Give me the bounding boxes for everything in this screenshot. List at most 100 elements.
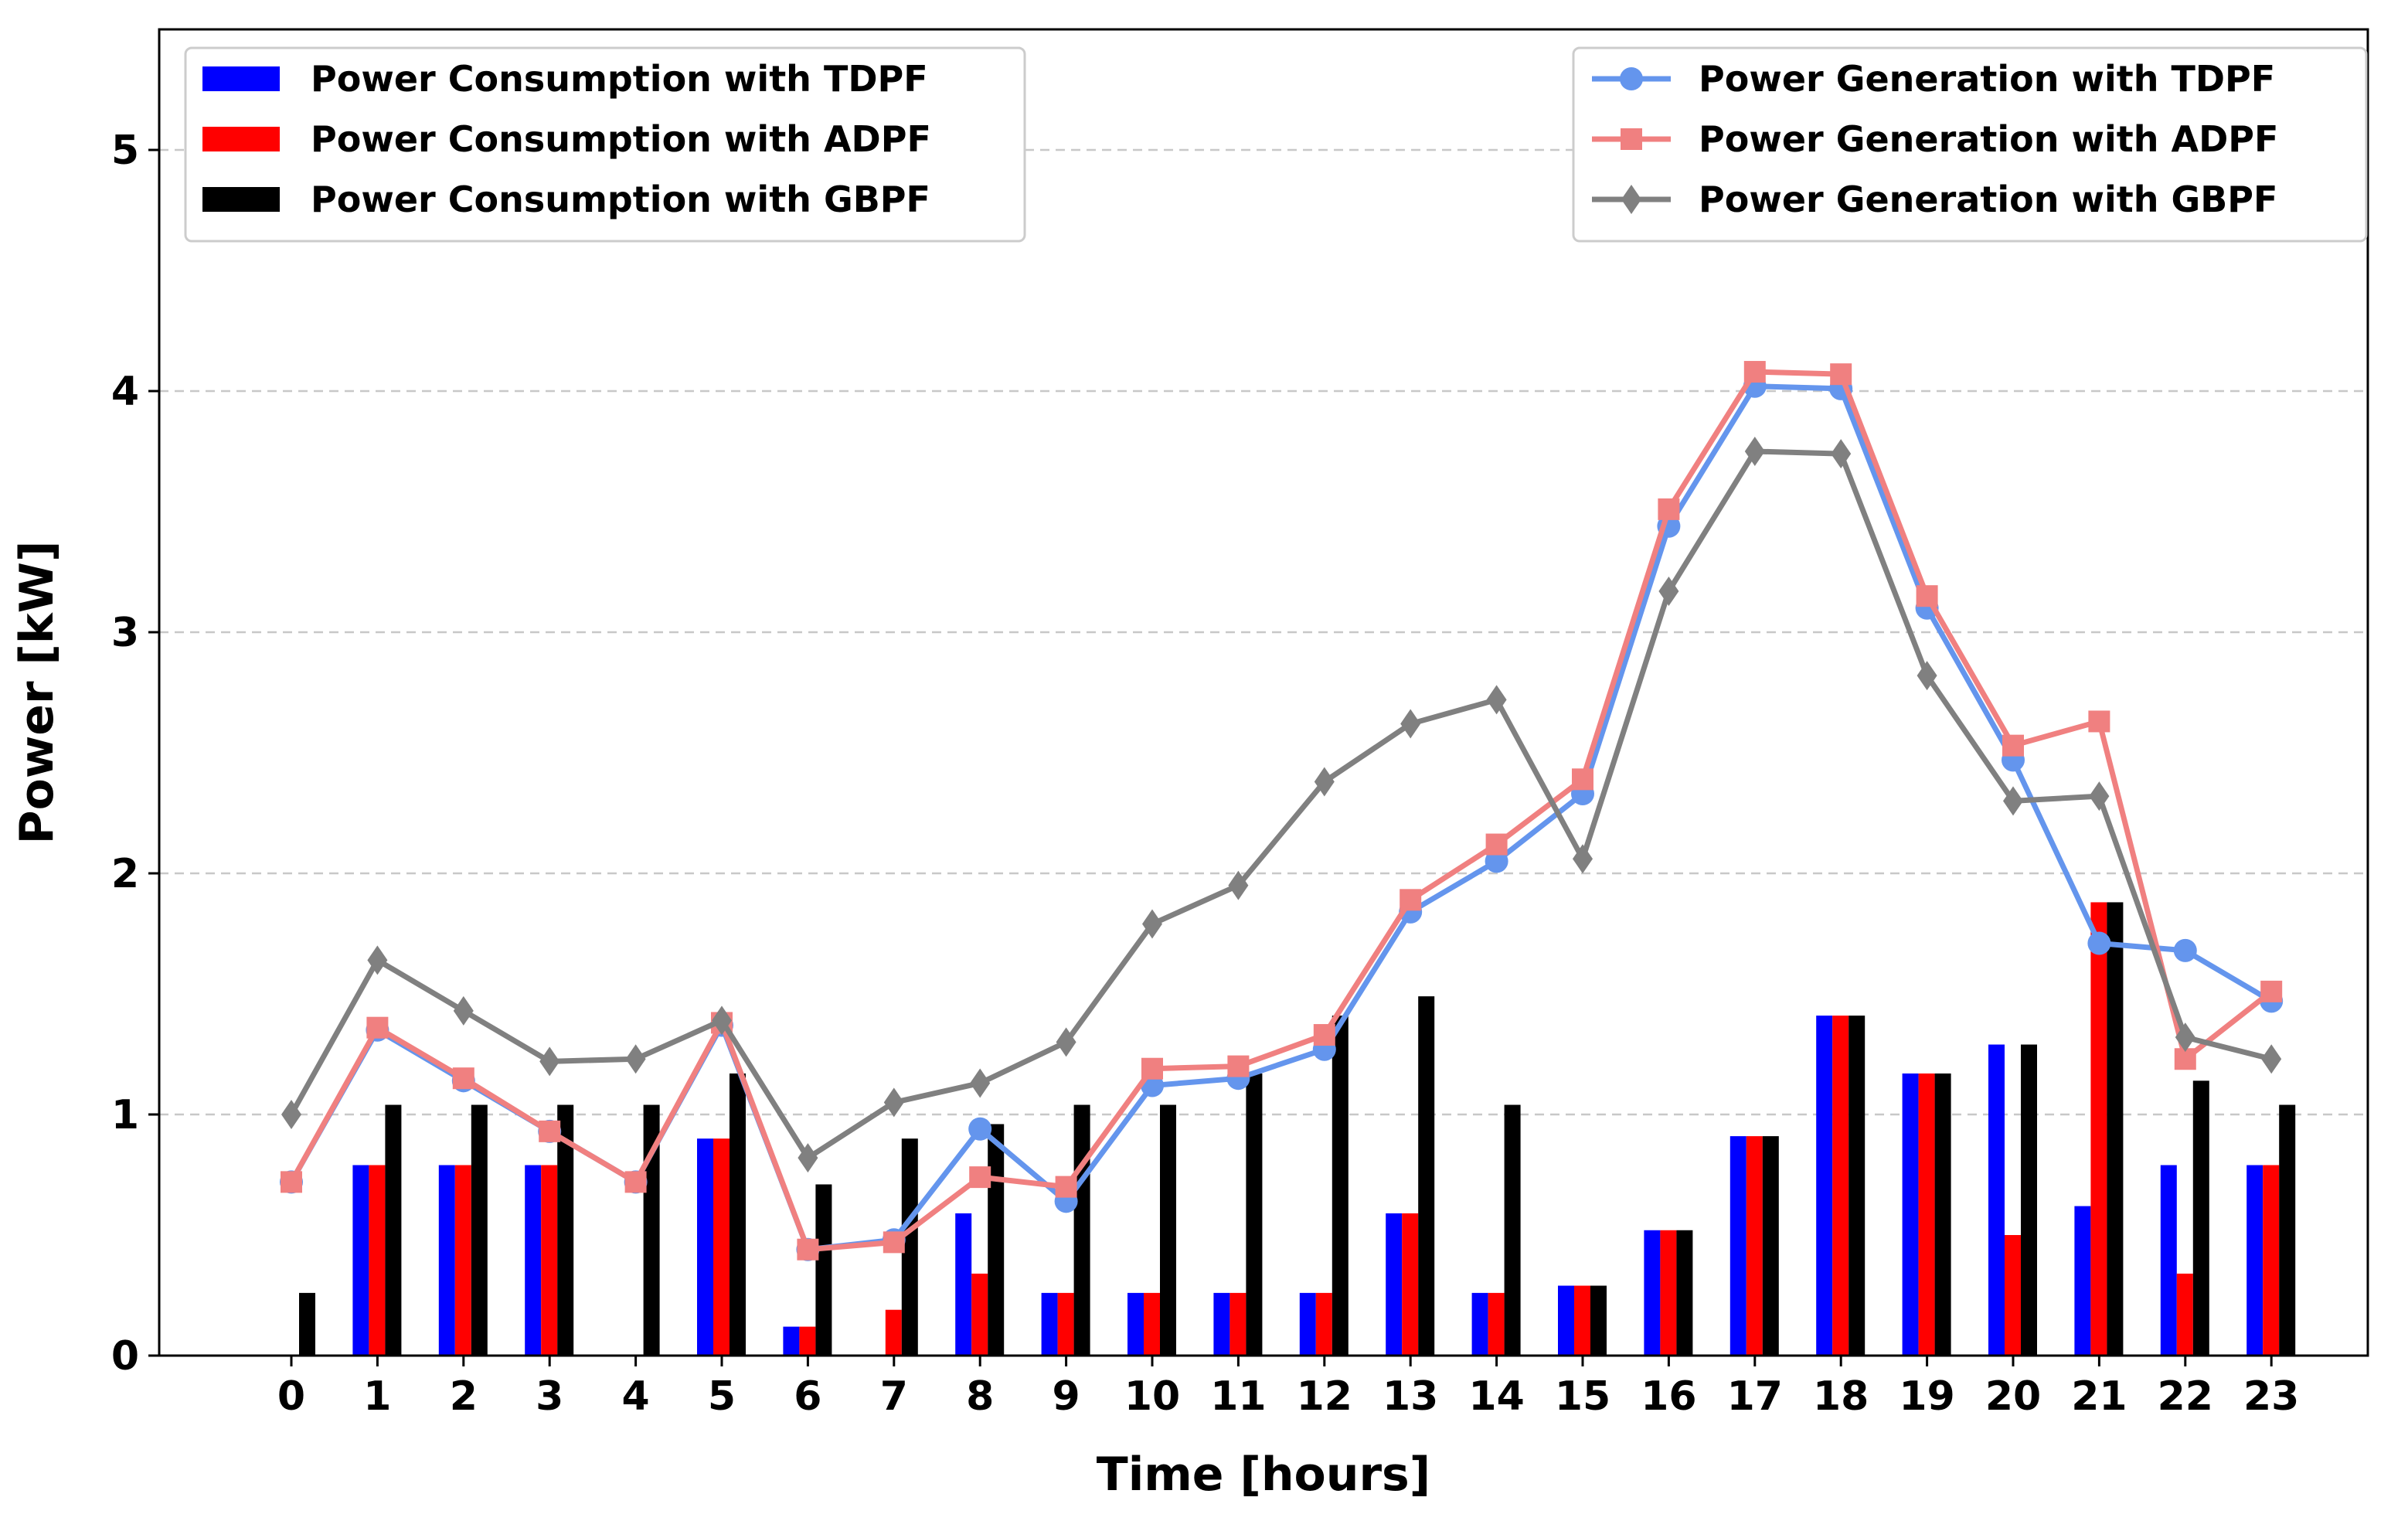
x-tick-label: 8 xyxy=(966,1373,994,1420)
bar-gbpf-consumption xyxy=(2021,1044,2037,1356)
y-tick-label: 1 xyxy=(111,1092,139,1138)
y-tick-label: 3 xyxy=(111,610,139,656)
bar-adpf-consumption xyxy=(1918,1073,1935,1356)
marker-gbpf-generation xyxy=(1744,437,1765,466)
marker-adpf-generation xyxy=(1916,585,1938,607)
marker-adpf-generation xyxy=(1141,1057,1163,1080)
y-tick-label: 5 xyxy=(111,128,139,174)
bar-adpf-consumption xyxy=(1488,1292,1505,1356)
marker-adpf-generation xyxy=(452,1067,474,1090)
marker-adpf-generation xyxy=(1743,361,1766,383)
x-tick-label: 17 xyxy=(1727,1373,1783,1420)
x-tick-label: 21 xyxy=(2071,1373,2127,1420)
bar-gbpf-consumption xyxy=(2107,902,2124,1356)
bar-adpf-consumption xyxy=(1574,1285,1590,1356)
x-tick-label: 20 xyxy=(1985,1373,2041,1420)
line-adpf-generation xyxy=(288,369,2274,1253)
x-tick-label: 3 xyxy=(536,1373,563,1420)
bar-tdpf-consumption xyxy=(2246,1165,2263,1356)
bar-gbpf-consumption xyxy=(988,1124,1005,1356)
x-tick-label: 7 xyxy=(880,1373,908,1420)
marker-gbpf-generation xyxy=(1917,661,1937,691)
marker-gbpf-generation xyxy=(1573,844,1593,874)
marker-adpf-generation xyxy=(1658,498,1680,520)
x-tick-label: 23 xyxy=(2243,1373,2299,1420)
marker-tdpf-generation xyxy=(968,1117,992,1141)
marker-adpf-generation xyxy=(883,1231,905,1254)
bar-gbpf-consumption xyxy=(730,1073,746,1356)
marker-adpf-generation xyxy=(1485,833,1508,856)
marker-gbpf-generation xyxy=(1228,870,1249,900)
bar-adpf-consumption xyxy=(1746,1136,1763,1356)
marker-gbpf-generation xyxy=(1486,685,1507,715)
bar-adpf-consumption xyxy=(2090,902,2107,1356)
marker-gbpf-generation xyxy=(539,1046,560,1077)
bar-gbpf-consumption xyxy=(557,1104,574,1356)
marker-gbpf-generation xyxy=(712,1005,732,1036)
marker-adpf-generation xyxy=(2260,980,2283,1002)
legend-consumption: Power Consumption with TDPF Power Consum… xyxy=(184,46,1026,243)
bar-gbpf-consumption xyxy=(2192,1080,2209,1356)
x-tick-label: 9 xyxy=(1053,1373,1080,1420)
marker-gbpf-generation xyxy=(453,995,474,1026)
bar-tdpf-consumption xyxy=(2160,1165,2177,1356)
x-tick-label: 19 xyxy=(1899,1373,1954,1420)
bar-adpf-consumption xyxy=(2263,1165,2280,1356)
marker-gbpf-generation xyxy=(1056,1027,1076,1057)
bar-tdpf-consumption xyxy=(783,1326,800,1356)
marker-adpf-generation xyxy=(539,1120,561,1142)
marker-tdpf-generation xyxy=(2173,938,2197,962)
bar-adpf-consumption xyxy=(1057,1292,1074,1356)
bar-gbpf-consumption xyxy=(1332,1016,1349,1356)
marker-adpf-generation xyxy=(797,1238,819,1261)
marker-adpf-generation xyxy=(969,1166,991,1189)
legend-line-gbpf-generation xyxy=(1592,185,1671,214)
bar-adpf-consumption xyxy=(1144,1292,1160,1356)
bar-tdpf-consumption xyxy=(1558,1285,1574,1356)
bar-tdpf-consumption xyxy=(1471,1292,1488,1356)
marker-gbpf-generation xyxy=(970,1068,991,1098)
x-axis-title: Time [hours] xyxy=(1097,1448,1430,1502)
bar-adpf-consumption xyxy=(713,1138,730,1356)
marker-adpf-generation xyxy=(1572,768,1593,791)
bar-tdpf-consumption xyxy=(1644,1230,1661,1356)
bar-adpf-consumption xyxy=(2005,1235,2021,1356)
legend-label-adpf-generation: Power Generation with ADPF xyxy=(1699,118,2278,160)
bar-tdpf-consumption xyxy=(1386,1213,1403,1356)
x-tick-label: 13 xyxy=(1383,1373,1438,1420)
x-tick-label: 4 xyxy=(622,1373,650,1420)
legend-line-marker xyxy=(1621,128,1642,150)
legend-line-tdpf-generation xyxy=(1592,67,1671,90)
legend-label-gbpf-generation: Power Generation with GBPF xyxy=(1699,179,2277,220)
bar-adpf-consumption xyxy=(541,1165,558,1356)
bar-gbpf-consumption xyxy=(1849,1016,1866,1356)
bar-adpf-consumption xyxy=(369,1165,386,1356)
line-layer xyxy=(280,361,2284,1261)
x-tick-label: 2 xyxy=(450,1373,478,1420)
marker-adpf-generation xyxy=(624,1171,647,1193)
bar-adpf-consumption xyxy=(971,1273,988,1356)
y-tick-label: 2 xyxy=(111,851,139,897)
x-tick-label: 5 xyxy=(708,1373,736,1420)
bar-adpf-consumption xyxy=(2176,1273,2193,1356)
legend-line-adpf-generation xyxy=(1592,128,1671,150)
bar-adpf-consumption xyxy=(1315,1292,1332,1356)
bar-gbpf-consumption xyxy=(1246,1073,1263,1356)
marker-adpf-generation xyxy=(1227,1055,1250,1077)
bar-gbpf-consumption xyxy=(901,1138,918,1356)
bar-gbpf-consumption xyxy=(299,1292,315,1356)
bar-tdpf-consumption xyxy=(525,1165,542,1356)
marker-gbpf-generation xyxy=(281,1100,301,1129)
marker-gbpf-generation xyxy=(2089,781,2110,812)
marker-tdpf-generation xyxy=(2087,931,2111,955)
legend-generation: Power Generation with TDPF Power Generat… xyxy=(1572,46,2368,243)
x-tick-label: 16 xyxy=(1641,1373,1696,1420)
legend-swatch-gbpf-consumption xyxy=(202,187,280,212)
legend-swatch-tdpf-consumption xyxy=(202,66,280,91)
legend-line-marker xyxy=(1620,67,1643,90)
bar-tdpf-consumption xyxy=(1902,1073,1919,1356)
bar-adpf-consumption xyxy=(1230,1292,1247,1356)
x-tick-label: 0 xyxy=(277,1373,305,1420)
